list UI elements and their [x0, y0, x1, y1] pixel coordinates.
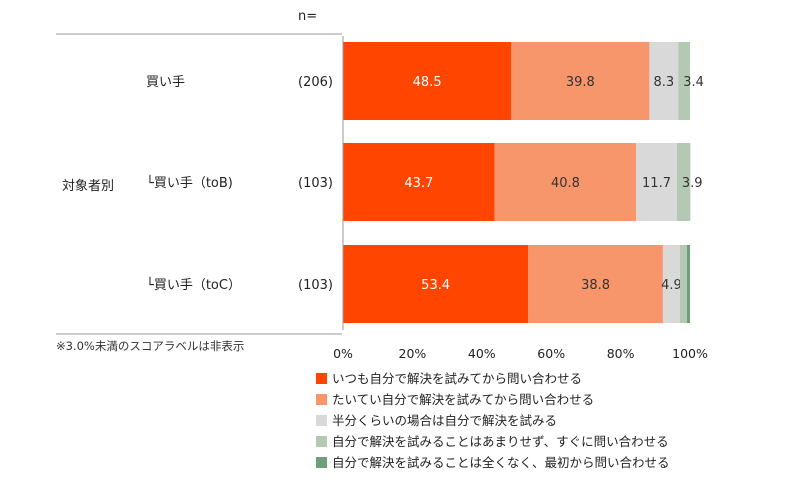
- legend-label: 半分くらいの場合は自分で解決を試みる: [332, 413, 558, 428]
- bar-segment: [494, 143, 637, 221]
- row-n-count: (206): [298, 75, 333, 90]
- legend-item: いつも自分で解決を試みてから問い合わせる: [316, 368, 670, 389]
- bar-segment: [511, 42, 650, 120]
- legend-item: 自分で解決を試みることは全くなく、最初から問い合わせる: [316, 452, 670, 473]
- legend-item: 自分で解決を試みることはあまりせず、すぐに問い合わせる: [316, 431, 670, 452]
- x-tick-label: 80%: [607, 346, 635, 361]
- x-tick-label: 0%: [333, 346, 353, 361]
- n-header: n=: [298, 9, 317, 24]
- bar-segment: [662, 245, 680, 323]
- legend-label: いつも自分で解決を試みてから問い合わせる: [332, 371, 583, 386]
- legend-label: たいてい自分で解決を試みてから問い合わせる: [332, 392, 595, 407]
- bar-segment: [649, 42, 679, 120]
- bar-segment: [343, 245, 529, 323]
- legend-label: 自分で解決を試みることはあまりせず、すぐに問い合わせる: [332, 434, 669, 449]
- legend-swatch: [316, 436, 327, 447]
- bar-segment: [678, 42, 690, 120]
- bar-segment: [528, 245, 663, 323]
- data-label: 3.4: [683, 75, 704, 90]
- data-label: 48.5: [413, 75, 442, 90]
- group-label: 対象者別: [62, 179, 114, 194]
- legend-swatch: [316, 373, 327, 384]
- bar-segment: [343, 143, 495, 221]
- x-tick-label: 20%: [399, 346, 427, 361]
- legend: いつも自分で解決を試みてから問い合わせる たいてい自分で解決を試みてから問い合わせ…: [316, 368, 670, 473]
- legend-swatch: [316, 457, 327, 468]
- bar-segment: [679, 245, 687, 323]
- legend-item: 半分くらいの場合は自分で解決を試みる: [316, 410, 670, 431]
- data-label: 8.3: [653, 75, 674, 90]
- row-n-count: (103): [298, 278, 333, 293]
- x-tick-label: 40%: [468, 346, 496, 361]
- data-label: 4.9: [661, 278, 682, 293]
- legend-swatch: [316, 394, 327, 405]
- data-label: 11.7: [642, 176, 671, 191]
- bar-segment: [686, 245, 690, 323]
- row-label: └買い手（toB): [146, 174, 233, 191]
- legend-item: たいてい自分で解決を試みてから問い合わせる: [316, 389, 670, 410]
- data-label: 3.9: [682, 176, 703, 191]
- bar-segment: [636, 143, 677, 221]
- score-label-note: ※3.0%未満のスコアラベルは非表示: [56, 339, 245, 353]
- row-label: 買い手: [146, 75, 185, 90]
- data-label: 40.8: [551, 176, 580, 191]
- data-label: 43.7: [404, 176, 433, 191]
- x-tick-label: 100%: [672, 346, 708, 361]
- bar-segment: [343, 42, 512, 120]
- data-label: 39.8: [566, 75, 595, 90]
- legend-label: 自分で解決を試みることは全くなく、最初から問い合わせる: [332, 455, 670, 470]
- data-label: 38.8: [581, 278, 610, 293]
- bar-segment: [676, 143, 691, 221]
- legend-swatch: [316, 415, 327, 426]
- x-tick-label: 60%: [537, 346, 565, 361]
- row-n-count: (103): [298, 176, 333, 191]
- row-label: └買い手（toC）: [146, 276, 241, 293]
- data-label: 53.4: [421, 278, 450, 293]
